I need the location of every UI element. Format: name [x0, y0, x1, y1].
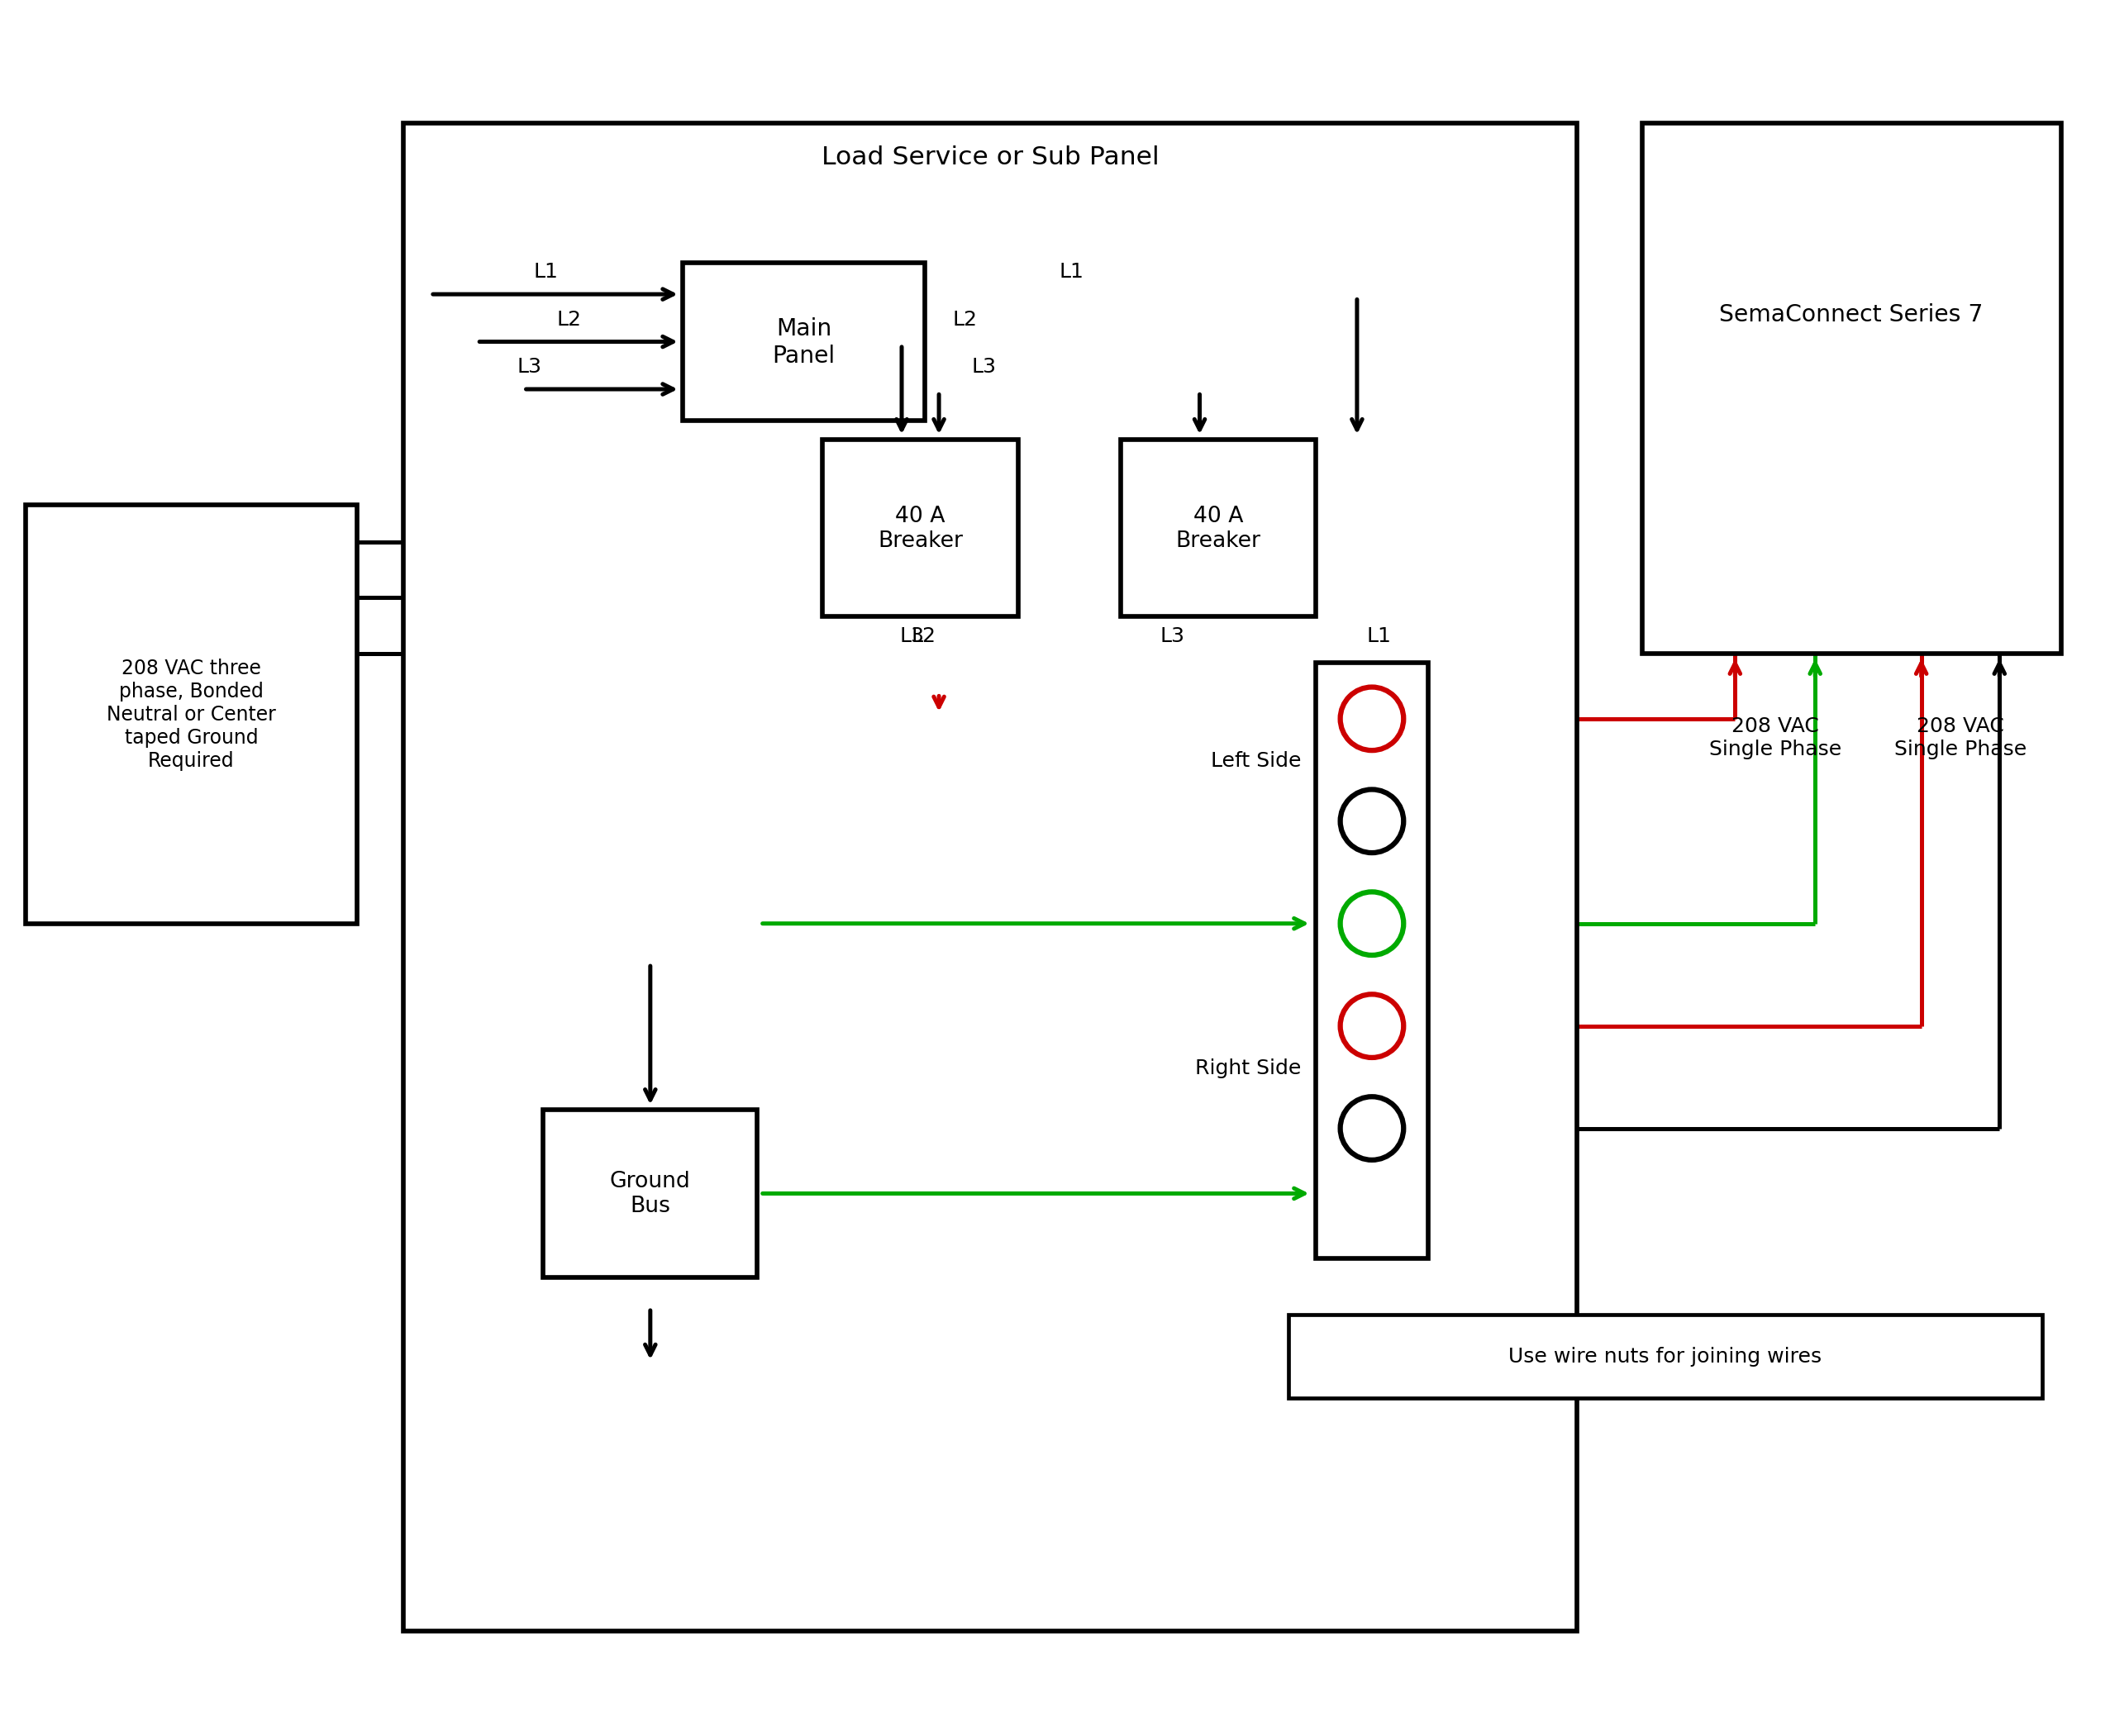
Text: L3: L3: [899, 627, 924, 646]
Bar: [1120, 439, 1317, 616]
Circle shape: [1340, 790, 1403, 852]
Text: SemaConnect Series 7: SemaConnect Series 7: [1720, 302, 1983, 326]
Bar: [1317, 663, 1426, 1259]
Bar: [1287, 1314, 2042, 1399]
Text: L1: L1: [1365, 627, 1390, 646]
Circle shape: [1340, 892, 1403, 955]
Text: 208 VAC
Single Phase: 208 VAC Single Phase: [1893, 717, 2026, 759]
Bar: [684, 264, 924, 422]
Text: L1: L1: [534, 262, 559, 281]
Bar: [403, 123, 1576, 1632]
Text: L3: L3: [1160, 627, 1184, 646]
Text: Use wire nuts for joining wires: Use wire nuts for joining wires: [1509, 1347, 1821, 1366]
Circle shape: [1340, 1097, 1403, 1160]
Text: Load Service or Sub Panel: Load Service or Sub Panel: [821, 146, 1158, 168]
Text: 40 A
Breaker: 40 A Breaker: [1175, 505, 1260, 552]
Text: Ground
Bus: Ground Bus: [610, 1170, 690, 1217]
Text: Main
Panel: Main Panel: [772, 318, 836, 368]
Text: 208 VAC three
phase, Bonded
Neutral or Center
taped Ground
Required: 208 VAC three phase, Bonded Neutral or C…: [106, 658, 276, 771]
Bar: [542, 1109, 757, 1278]
Text: L3: L3: [971, 358, 996, 377]
Circle shape: [1340, 687, 1403, 750]
Text: L2: L2: [912, 627, 935, 646]
Text: Right Side: Right Side: [1194, 1059, 1300, 1078]
Bar: [823, 439, 1017, 616]
Text: Left Side: Left Side: [1211, 752, 1300, 771]
Bar: [1642, 123, 2059, 654]
Text: L3: L3: [517, 358, 542, 377]
Text: L2: L2: [557, 309, 582, 330]
Bar: [25, 505, 357, 924]
Text: L2: L2: [952, 309, 977, 330]
Circle shape: [1340, 995, 1403, 1057]
Text: 40 A
Breaker: 40 A Breaker: [878, 505, 962, 552]
Text: L1: L1: [1059, 262, 1085, 281]
Text: 208 VAC
Single Phase: 208 VAC Single Phase: [1709, 717, 1840, 759]
